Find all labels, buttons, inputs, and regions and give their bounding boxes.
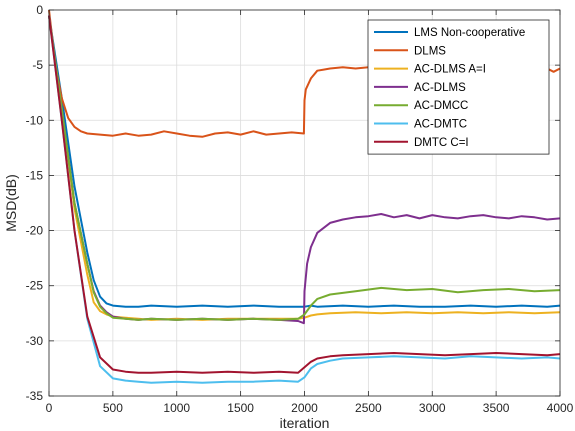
legend: LMS Non-cooperative DLMS AC-DLMS A=I AC-DLM… <box>367 19 550 155</box>
y-tick-label: -5 <box>32 58 43 72</box>
series-line-ac-dmtc <box>48 15 561 384</box>
x-tick-label: 3500 <box>483 401 510 415</box>
x-tick-label: 2500 <box>355 401 382 415</box>
legend-label: AC-DLMS A=I <box>414 64 486 76</box>
x-axis-label: iteration <box>280 415 330 431</box>
legend-label: AC-DLMS <box>414 82 466 94</box>
y-axis-label: MSD(dB) <box>3 174 19 232</box>
legend-label: AC-DMTC <box>414 119 467 131</box>
x-tick-label: 1500 <box>227 401 254 415</box>
series-line-lms-non-cooperative <box>48 15 561 308</box>
legend-label: DLMS <box>414 45 446 57</box>
y-tick-label: -35 <box>26 389 44 403</box>
y-tick-label: -10 <box>26 113 44 127</box>
series-line-dmtc-c-i <box>48 15 561 374</box>
legend-label: LMS Non-cooperative <box>414 27 525 39</box>
y-tick-label: -20 <box>26 224 44 238</box>
y-tick-label: -25 <box>26 279 44 293</box>
x-tick-label: 3000 <box>419 401 446 415</box>
y-tick-label: 0 <box>36 3 43 17</box>
legend-label: AC-DMCC <box>414 100 468 112</box>
x-tick-label: 500 <box>103 401 123 415</box>
series-line-ac-dmcc <box>48 15 561 321</box>
axis-ticks: 0 500 1000 1500 2000 2500 3000 3500 4000 -35 -30 -2… <box>26 3 574 415</box>
y-tick-label: -15 <box>26 168 44 182</box>
x-tick-label: 2000 <box>291 401 318 415</box>
x-tick-label: 4000 <box>547 401 574 415</box>
legend-label: DMTC C=I <box>414 137 469 149</box>
x-tick-label: 1000 <box>163 401 190 415</box>
x-tick-label: 0 <box>46 401 53 415</box>
y-tick-label: -30 <box>26 334 44 348</box>
